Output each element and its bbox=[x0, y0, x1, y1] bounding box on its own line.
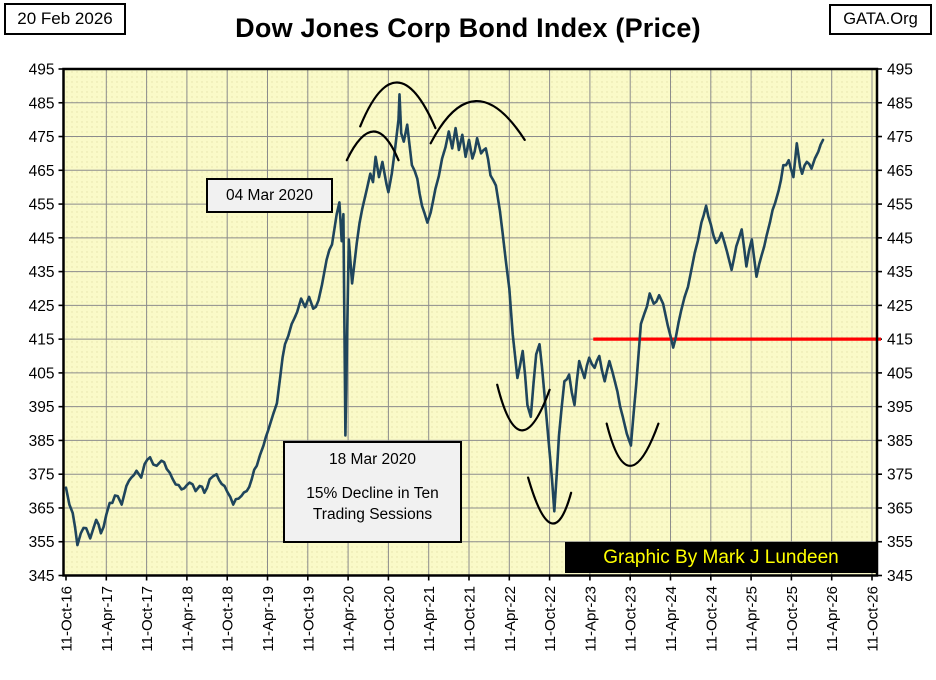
report-date-box: 20 Feb 2026 bbox=[4, 3, 126, 35]
x-tick-label: 11-Oct-16 bbox=[59, 586, 76, 652]
y-tick-label-right: 465 bbox=[887, 163, 913, 180]
y-tick-label-right: 375 bbox=[887, 467, 913, 484]
x-tick-label: 11-Apr-21 bbox=[421, 586, 438, 652]
hand-drawn-arcs bbox=[345, 81, 660, 525]
peak-date-label: 04 Mar 2020 bbox=[225, 186, 314, 204]
y-tick-label-right: 435 bbox=[887, 264, 913, 281]
annotation-decline: 18 Mar 2020 15% Decline in Ten Trading S… bbox=[283, 441, 462, 543]
x-tick-label: 11-Oct-19 bbox=[300, 586, 317, 652]
y-tick-label-left: 345 bbox=[29, 568, 55, 585]
x-tick-label: 11-Apr-17 bbox=[99, 586, 116, 652]
x-tick-label: 11-Apr-23 bbox=[582, 586, 599, 652]
y-tick-label-left: 375 bbox=[29, 467, 55, 484]
y-tick-label-left: 465 bbox=[29, 163, 55, 180]
y-tick-label-left: 395 bbox=[29, 399, 55, 416]
x-tick-label: 11-Apr-19 bbox=[260, 586, 277, 652]
y-tick-label-right: 365 bbox=[887, 500, 913, 517]
x-tick-label: 11-Oct-22 bbox=[542, 586, 559, 652]
y-tick-label-right: 395 bbox=[887, 399, 913, 416]
y-tick-label-left: 355 bbox=[29, 534, 55, 551]
bottom-arc-3 bbox=[605, 422, 660, 467]
y-tick-label-left: 455 bbox=[29, 197, 55, 214]
y-tick-label-left: 405 bbox=[29, 365, 55, 382]
y-tick-label-right: 345 bbox=[887, 568, 913, 585]
y-tick-label-right: 495 bbox=[887, 62, 913, 79]
grid-lines bbox=[63, 69, 877, 576]
y-tick-label-right: 475 bbox=[887, 129, 913, 146]
y-tick-label-left: 385 bbox=[29, 433, 55, 450]
y-tick-label-left: 485 bbox=[29, 95, 55, 112]
decline-text-line1: 15% Decline in Ten bbox=[306, 485, 439, 502]
y-tick-label-left: 365 bbox=[29, 500, 55, 517]
y-tick-label-left: 475 bbox=[29, 129, 55, 146]
x-tick-label: 11-Oct-24 bbox=[703, 586, 720, 652]
y-tick-label-left: 495 bbox=[29, 62, 55, 79]
bottom-arc-1 bbox=[496, 383, 551, 432]
x-tick-label: 11-Oct-21 bbox=[462, 586, 479, 652]
y-tick-label-right: 455 bbox=[887, 197, 913, 214]
x-axis-labels: 11-Oct-16 11-Apr-17 11-Oct-17 11-Apr-18 11-O… bbox=[59, 586, 882, 652]
y-tick-label-right: 485 bbox=[887, 95, 913, 112]
y-tick-label-left: 415 bbox=[29, 332, 55, 349]
decline-date-label: 18 Mar 2020 bbox=[328, 451, 417, 468]
y-tick-label-left: 425 bbox=[29, 298, 55, 315]
y-tick-label-right: 415 bbox=[887, 332, 913, 349]
report-date: 20 Feb 2026 bbox=[17, 9, 113, 28]
x-tick-label: 11-Oct-18 bbox=[220, 586, 237, 652]
y-tick-label-right: 405 bbox=[887, 365, 913, 382]
top-arc-1 bbox=[345, 130, 400, 162]
top-arc-2 bbox=[359, 81, 437, 130]
x-tick-label: 11-Oct-17 bbox=[139, 586, 156, 652]
source-label: GATA.Org bbox=[843, 10, 918, 28]
y-axis-labels: 495 485 475 465 455 445 435 425 415 405 395 385 375 3… bbox=[29, 62, 913, 586]
x-tick-label: 11-Apr-20 bbox=[341, 586, 358, 652]
top-arc-3 bbox=[429, 100, 526, 145]
y-tick-label-right: 445 bbox=[887, 230, 913, 247]
y-tick-label-right: 385 bbox=[887, 433, 913, 450]
x-tick-label: 11-Apr-25 bbox=[744, 586, 761, 652]
price-line bbox=[64, 93, 825, 547]
y-tick-label-right: 425 bbox=[887, 298, 913, 315]
decline-text-line2: Trading Sessions bbox=[312, 506, 433, 523]
x-tick-label: 11-Oct-23 bbox=[623, 586, 640, 652]
y-tick-label-left: 445 bbox=[29, 230, 55, 247]
x-tick-label: 11-Oct-25 bbox=[784, 586, 801, 652]
x-tick-label: 11-Oct-26 bbox=[865, 586, 882, 652]
x-tick-label: 11-Oct-20 bbox=[381, 586, 398, 652]
bottom-arc-2 bbox=[527, 476, 573, 525]
y-tick-label-right: 355 bbox=[887, 534, 913, 551]
x-tick-label: 11-Apr-18 bbox=[179, 586, 196, 652]
x-tick-label: 11-Apr-26 bbox=[824, 586, 841, 652]
annotation-peak-date: 04 Mar 2020 bbox=[206, 178, 333, 213]
credit-badge: Graphic By Mark J Lundeen bbox=[565, 542, 877, 573]
plot-frame bbox=[62, 67, 879, 577]
credit-text: Graphic By Mark J Lundeen bbox=[603, 546, 839, 568]
x-tick-label: 11-Apr-24 bbox=[663, 586, 680, 652]
x-tick-label: 11-Apr-22 bbox=[502, 586, 519, 652]
y-tick-label-left: 435 bbox=[29, 264, 55, 281]
source-box: GATA.Org bbox=[829, 4, 932, 35]
chart-title: Dow Jones Corp Bond Index (Price) bbox=[235, 13, 701, 43]
